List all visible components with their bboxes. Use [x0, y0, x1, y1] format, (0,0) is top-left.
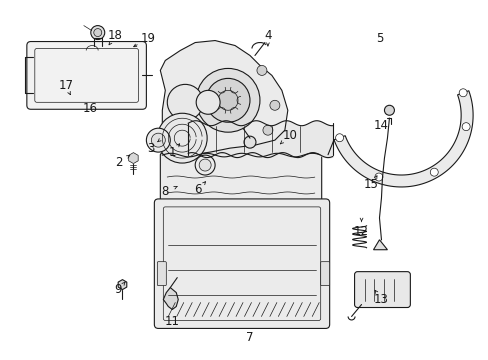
Text: 1: 1 — [168, 145, 176, 159]
Circle shape — [269, 100, 279, 110]
Text: 13: 13 — [373, 293, 388, 306]
Text: 17: 17 — [58, 79, 73, 92]
Circle shape — [244, 136, 255, 148]
Text: 7: 7 — [246, 331, 253, 344]
Polygon shape — [118, 280, 126, 289]
Circle shape — [151, 133, 165, 147]
Text: 9: 9 — [115, 283, 122, 296]
Text: 5: 5 — [375, 32, 383, 45]
Circle shape — [157, 113, 207, 163]
Text: 11: 11 — [164, 315, 180, 328]
Circle shape — [384, 105, 394, 115]
FancyBboxPatch shape — [160, 153, 321, 207]
Text: 3: 3 — [146, 141, 154, 155]
Text: 8: 8 — [162, 185, 169, 198]
Polygon shape — [128, 153, 138, 163]
Circle shape — [196, 68, 260, 132]
Circle shape — [218, 90, 238, 110]
Text: 15: 15 — [364, 179, 378, 192]
Circle shape — [206, 78, 249, 122]
FancyBboxPatch shape — [354, 272, 409, 307]
Circle shape — [91, 26, 104, 40]
Circle shape — [195, 155, 215, 175]
Circle shape — [429, 168, 437, 176]
Circle shape — [335, 134, 343, 142]
Circle shape — [256, 66, 266, 75]
Text: 4: 4 — [264, 29, 271, 42]
FancyBboxPatch shape — [157, 262, 166, 285]
Circle shape — [167, 84, 203, 120]
Circle shape — [199, 159, 211, 171]
Circle shape — [196, 90, 220, 114]
Circle shape — [146, 128, 170, 152]
Circle shape — [374, 173, 382, 181]
Text: 14: 14 — [373, 119, 388, 132]
Text: 2: 2 — [115, 156, 122, 168]
FancyBboxPatch shape — [27, 41, 146, 109]
Text: 19: 19 — [141, 32, 156, 45]
Circle shape — [94, 28, 102, 37]
Text: 6: 6 — [194, 184, 202, 197]
Circle shape — [461, 123, 469, 131]
FancyBboxPatch shape — [154, 199, 329, 328]
Text: 12: 12 — [353, 225, 368, 238]
Text: 18: 18 — [108, 29, 122, 42]
Text: 16: 16 — [83, 102, 98, 115]
Polygon shape — [333, 91, 472, 187]
FancyBboxPatch shape — [320, 262, 329, 285]
Text: 10: 10 — [282, 129, 297, 142]
Polygon shape — [160, 41, 287, 155]
Polygon shape — [163, 288, 178, 310]
Circle shape — [458, 89, 466, 97]
Polygon shape — [373, 240, 386, 250]
Circle shape — [263, 125, 272, 135]
